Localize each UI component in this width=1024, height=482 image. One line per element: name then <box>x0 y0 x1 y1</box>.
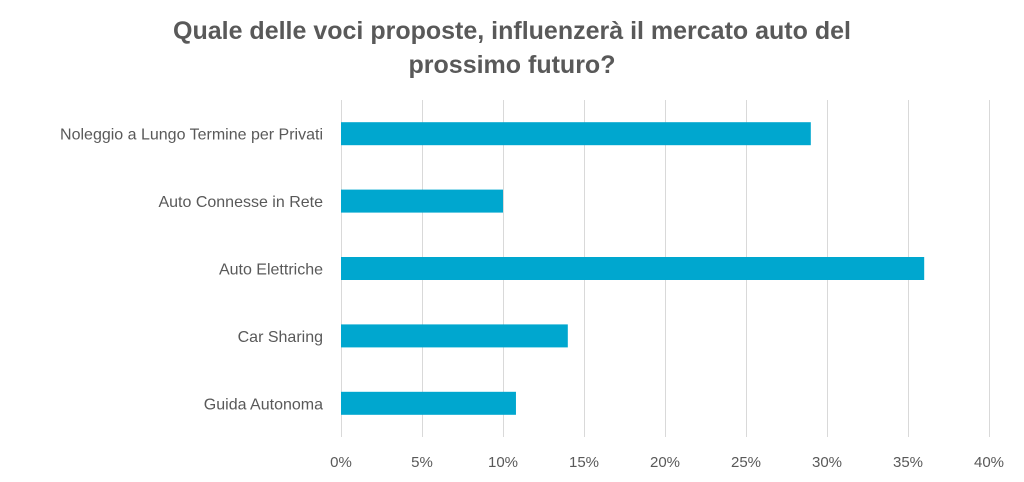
bar-guida-autonoma <box>341 391 516 415</box>
x-tick-label: 35% <box>893 454 923 471</box>
chart-title-line-1: Quale delle voci proposte, influenzerà i… <box>173 17 851 45</box>
bar-noleggio-a-lungo-termine-per-privati <box>341 122 811 146</box>
x-tick-label: 5% <box>411 454 433 471</box>
x-tick-label: 10% <box>488 454 518 471</box>
x-tick-label: 0% <box>330 454 352 471</box>
x-tick-label: 40% <box>974 454 1004 471</box>
category-label: Auto Connesse in Rete <box>158 194 323 211</box>
x-tick-label: 25% <box>731 454 761 471</box>
category-label: Noleggio a Lungo Termine per Privati <box>60 127 323 144</box>
tick-label-layer: 0% 5% 10% 15% 20% 25% 30% 35% 40% <box>330 454 1004 471</box>
x-tick-label: 15% <box>569 454 599 471</box>
x-tick-label: 20% <box>650 454 680 471</box>
chart-title-line-2: prossimo futuro? <box>408 51 616 79</box>
category-label-layer: Noleggio a Lungo Termine per Privati Auto… <box>60 127 323 414</box>
bar-auto-elettriche <box>341 257 925 280</box>
category-label: Car Sharing <box>238 329 323 346</box>
bar-layer <box>341 122 925 415</box>
chart-title: Quale delle voci proposte, influenzerà i… <box>0 14 1024 82</box>
category-label: Auto Elettriche <box>219 262 323 279</box>
category-label: Guida Autonoma <box>204 396 323 413</box>
bar-car-sharing <box>341 324 568 348</box>
x-tick-label: 30% <box>812 454 842 471</box>
bar-auto-connesse-in-rete <box>341 189 503 213</box>
